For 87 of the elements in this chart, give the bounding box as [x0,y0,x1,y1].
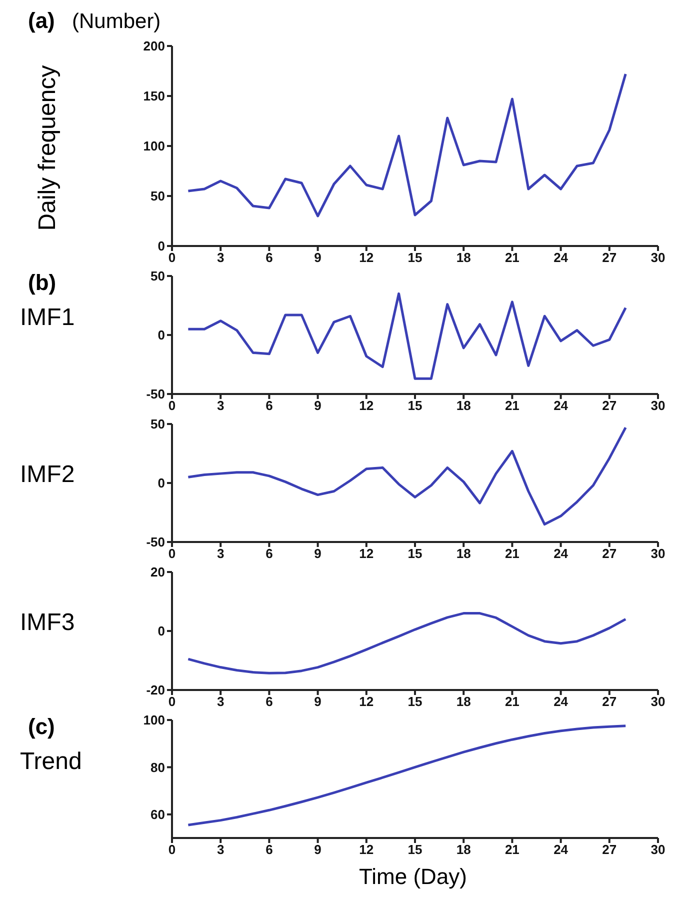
x-tick-label: 24 [554,842,569,858]
x-tick-label: 15 [408,398,422,414]
y-tick-label: 50 [150,268,165,284]
x-tick-label: 27 [602,546,617,562]
y-tick-label: -50 [146,386,165,402]
x-tick-label: 9 [314,398,322,414]
y-tick-label: 50 [150,416,165,432]
x-tick-label: 6 [266,398,273,414]
x-tick-label: 18 [456,250,471,266]
y-tick-label: -20 [146,682,165,698]
text: (Number) [72,10,161,34]
chart-title: (a) [28,8,55,34]
x-tick-label: 15 [408,694,422,710]
x-tick-label: 30 [650,250,666,266]
x-tick-label: 18 [456,398,471,414]
x-tick-label: 3 [216,250,224,266]
x-tick-label: 0 [168,546,176,562]
x-tick-label: 21 [504,546,520,562]
x-tick-label: 6 [266,842,273,858]
x-tick-label: 15 [408,250,422,266]
x-tick-label: 30 [650,842,666,858]
y-tick-label: 0 [158,328,165,343]
x-tick-label: 0 [168,398,176,414]
y-tick-label: 100 [143,138,165,154]
chart-title: (c) [28,714,55,740]
x-tick-label: 30 [650,398,666,414]
y-tick-label: 200 [143,38,165,54]
x-tick-label: 9 [314,694,322,710]
y-axis-title: Trend [20,748,82,776]
x-tick-label: 15 [408,546,422,562]
x-tick-label: 3 [216,398,224,414]
x-tick-label: 6 [266,694,273,710]
x-tick-label: 24 [554,398,569,414]
y-tick-label: 0 [158,624,165,639]
x-tick-label: 15 [408,842,422,858]
x-tick-label: 24 [554,250,569,266]
x-tick-label: 0 [168,694,176,710]
y-tick-label: 150 [143,88,165,104]
x-tick-label: 21 [504,250,520,266]
x-tick-label: 3 [216,842,224,858]
y-axis-title: IMF3 [20,609,75,637]
x-tick-label: 9 [314,546,322,562]
x-tick-label: 9 [314,842,322,858]
x-tick-label: 27 [602,842,617,858]
line-series [186,612,627,674]
x-tick-label: 3 [216,546,224,562]
x-tick-label: 21 [504,694,520,710]
y-axis-title: Daily frequency [34,65,62,231]
x-tick-label: 18 [456,546,471,562]
x-tick-label: 6 [266,546,273,562]
x-tick-label: 18 [456,842,471,858]
x-tick-label: 12 [359,694,374,710]
y-tick-label: 50 [150,188,165,204]
x-tick-label: 24 [554,694,569,710]
y-tick-label: 0 [158,238,165,254]
x-tick-label: 0 [168,250,176,266]
x-tick-label: 0 [168,842,176,858]
y-tick-label: 60 [150,807,165,822]
y-axis-title: IMF2 [20,461,75,489]
x-axis-title: Time (Day) [358,864,468,890]
x-tick-label: 6 [266,250,273,266]
x-tick-label: 24 [554,546,569,562]
x-tick-label: 12 [359,842,374,858]
line-series [186,724,627,826]
x-tick-label: 12 [359,250,374,266]
x-tick-label: 30 [650,694,666,710]
y-tick-label: 80 [150,760,165,775]
x-tick-label: 9 [314,250,322,266]
line-series [186,72,627,218]
x-tick-label: 27 [602,250,617,266]
x-tick-label: 27 [602,694,617,710]
x-tick-label: 30 [650,546,666,562]
y-tick-label: -50 [146,534,165,550]
x-tick-label: 18 [456,694,471,710]
y-tick-label: 100 [143,712,165,728]
x-tick-label: 12 [359,398,374,414]
y-tick-label: 20 [150,564,165,580]
line-series [186,426,627,526]
x-tick-label: 21 [504,842,520,858]
y-tick-label: 0 [158,476,165,491]
x-tick-label: 21 [504,398,520,414]
x-tick-label: 27 [602,398,617,414]
line-series [186,292,627,380]
x-tick-label: 12 [359,546,374,562]
x-tick-label: 3 [216,694,224,710]
chart-title: (b) [28,270,56,296]
y-axis-title: IMF1 [20,304,75,332]
